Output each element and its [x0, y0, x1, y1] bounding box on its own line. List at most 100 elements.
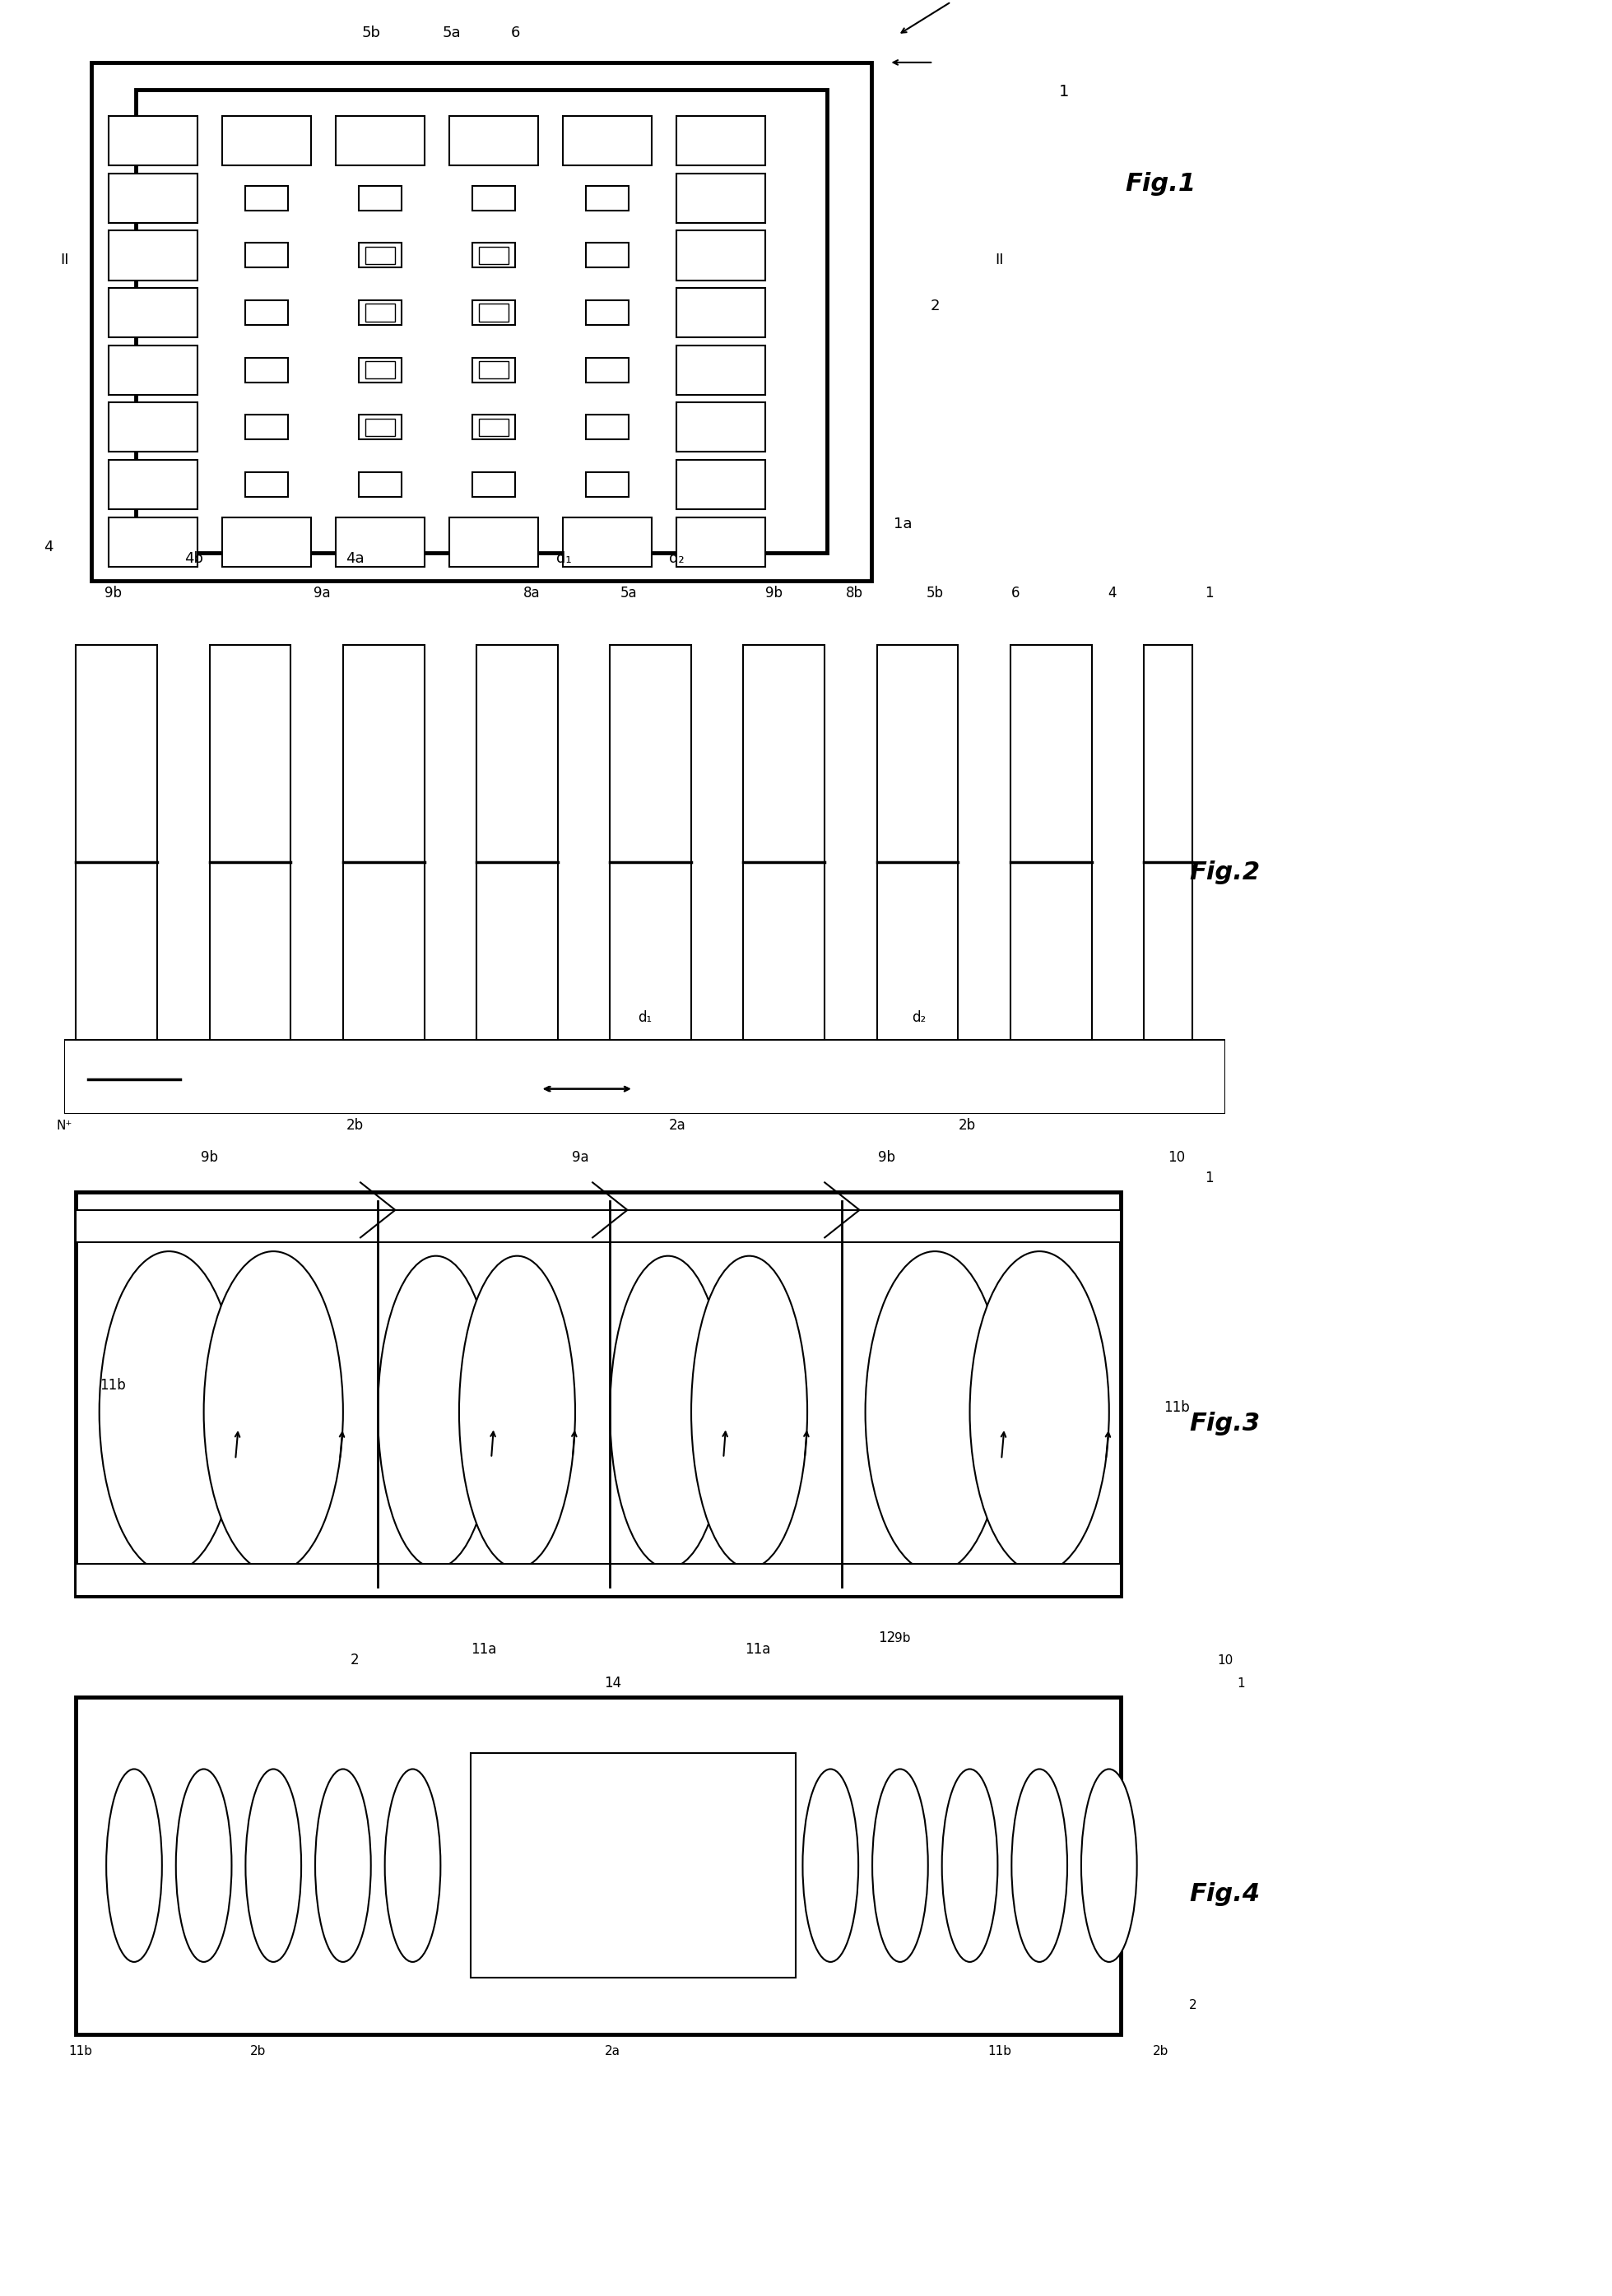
Bar — [472, 301, 514, 326]
Text: 5a: 5a — [621, 585, 637, 599]
Bar — [343, 645, 424, 1040]
Text: 9b: 9b — [766, 585, 782, 599]
Bar — [585, 301, 629, 326]
Text: 6: 6 — [511, 25, 521, 39]
Text: 1: 1 — [1238, 1678, 1244, 1690]
Text: 11b: 11b — [988, 2046, 1011, 2057]
Text: 5b: 5b — [927, 585, 943, 599]
Ellipse shape — [941, 1768, 998, 1961]
Bar — [585, 358, 629, 383]
Bar — [359, 301, 401, 326]
Bar — [585, 473, 629, 496]
Text: Fig.4: Fig.4 — [1190, 1883, 1261, 1906]
Text: 1: 1 — [1059, 85, 1069, 99]
Bar — [1011, 645, 1091, 1040]
Bar — [472, 416, 514, 439]
Ellipse shape — [866, 1251, 1004, 1573]
Bar — [585, 416, 629, 439]
Bar — [479, 418, 508, 436]
Text: 2b: 2b — [1153, 2046, 1169, 2057]
Bar — [76, 645, 158, 1040]
Text: 2a: 2a — [604, 2046, 621, 2057]
Bar — [563, 517, 651, 567]
Bar — [76, 1210, 1120, 1242]
Text: 10: 10 — [1217, 1655, 1233, 1667]
Bar — [335, 517, 424, 567]
Text: 2b: 2b — [347, 1118, 363, 1132]
Text: 4: 4 — [44, 540, 53, 553]
Bar — [110, 172, 198, 223]
Text: 9b: 9b — [879, 1150, 895, 1164]
Bar — [479, 303, 508, 321]
Ellipse shape — [1082, 1768, 1136, 1961]
Ellipse shape — [872, 1768, 929, 1961]
Bar — [110, 517, 198, 567]
Bar — [222, 115, 311, 165]
Bar — [110, 402, 198, 452]
Text: 9b: 9b — [105, 585, 121, 599]
Bar — [743, 645, 825, 1040]
Text: Fig.2: Fig.2 — [1190, 861, 1261, 884]
Ellipse shape — [803, 1768, 858, 1961]
Bar — [245, 243, 289, 269]
Bar — [563, 115, 651, 165]
Bar — [585, 243, 629, 269]
Bar — [477, 645, 558, 1040]
Ellipse shape — [692, 1256, 808, 1568]
Bar — [76, 1564, 1120, 1596]
Ellipse shape — [106, 1768, 161, 1961]
Bar — [585, 186, 629, 211]
Bar — [359, 243, 401, 269]
Ellipse shape — [377, 1256, 493, 1568]
Text: 11b: 11b — [1164, 1401, 1190, 1414]
Bar — [135, 90, 827, 553]
Ellipse shape — [1012, 1768, 1067, 1961]
Text: 2: 2 — [930, 298, 940, 312]
Bar — [110, 230, 198, 280]
Text: 2b: 2b — [959, 1118, 975, 1132]
Bar — [92, 62, 872, 581]
Bar — [677, 115, 766, 165]
Ellipse shape — [203, 1251, 343, 1573]
Bar — [245, 186, 289, 211]
Text: 5a: 5a — [442, 25, 461, 39]
Text: 11a: 11a — [745, 1642, 771, 1655]
Text: 11a: 11a — [471, 1642, 496, 1655]
Bar — [110, 344, 198, 395]
Bar — [609, 645, 692, 1040]
Bar — [479, 360, 508, 379]
Bar — [245, 473, 289, 496]
Text: 4a: 4a — [345, 551, 364, 565]
Bar — [245, 416, 289, 439]
Text: d₁: d₁ — [638, 1010, 651, 1024]
Text: 8b: 8b — [846, 585, 862, 599]
Bar — [64, 1040, 1225, 1114]
Text: 4b: 4b — [184, 551, 203, 565]
Text: 9a: 9a — [314, 585, 330, 599]
Text: Fig.1: Fig.1 — [1125, 172, 1196, 195]
Ellipse shape — [385, 1768, 440, 1961]
Bar — [366, 246, 395, 264]
Bar — [245, 358, 289, 383]
Text: 9b: 9b — [202, 1150, 218, 1164]
Text: d₂: d₂ — [912, 1010, 925, 1024]
Bar — [366, 303, 395, 321]
Bar — [677, 459, 766, 510]
Bar — [222, 517, 311, 567]
Bar — [76, 1697, 1120, 2034]
Bar — [366, 360, 395, 379]
Bar — [677, 344, 766, 395]
Text: 9b: 9b — [895, 1632, 911, 1644]
Text: 12: 12 — [879, 1630, 895, 1644]
Ellipse shape — [459, 1256, 575, 1568]
Bar — [359, 416, 401, 439]
Text: 9a: 9a — [572, 1150, 588, 1164]
Bar — [210, 645, 290, 1040]
Text: 2b: 2b — [250, 2046, 266, 2057]
Bar — [366, 418, 395, 436]
Bar — [472, 473, 514, 496]
Ellipse shape — [970, 1251, 1109, 1573]
Bar — [677, 230, 766, 280]
Text: II: II — [995, 253, 1004, 266]
Text: d₁: d₁ — [556, 551, 572, 565]
